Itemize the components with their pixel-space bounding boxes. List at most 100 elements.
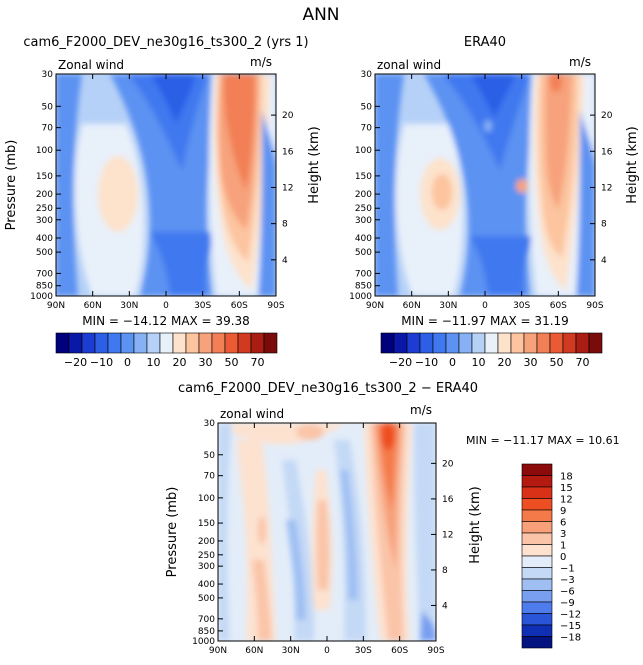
height-tick-label: 12 bbox=[282, 183, 293, 193]
polar-south bbox=[576, 110, 595, 296]
colorbar-swatch bbox=[521, 544, 553, 557]
colorbar-swatch bbox=[159, 332, 174, 354]
x-tick-label: 30N bbox=[120, 301, 138, 311]
ne-jet-core bbox=[98, 156, 138, 232]
colorbar-swatch bbox=[521, 636, 553, 649]
y-tick-label: 200 bbox=[355, 190, 372, 200]
easterly-lower bbox=[150, 232, 214, 296]
y-tick-label: 850 bbox=[355, 282, 372, 292]
height-tick-label: 20 bbox=[601, 111, 613, 121]
panel-difference-ylabel: Pressure (mb) bbox=[165, 487, 180, 578]
y-tick-label: 400 bbox=[198, 580, 215, 590]
colorbar-swatch bbox=[521, 532, 553, 545]
colorbar-swatch bbox=[521, 624, 553, 637]
colorbar-swatch bbox=[521, 475, 553, 488]
easterly-core-darker bbox=[470, 74, 516, 118]
colorbar-tick-label: 30 bbox=[199, 356, 213, 369]
colorbar-swatch bbox=[458, 332, 473, 354]
colorbar-swatch bbox=[107, 332, 122, 354]
panel-difference-variable: zonal wind bbox=[220, 407, 284, 421]
colorbar-swatch bbox=[224, 332, 239, 354]
x-tick-label: 0 bbox=[324, 646, 330, 656]
colorbar-tick-label: 6 bbox=[560, 518, 566, 529]
colorbar-tick-label: 10 bbox=[472, 356, 486, 369]
y-tick-label: 850 bbox=[36, 282, 53, 292]
panel-model-title: cam6_F2000_DEV_ne30g16_ts300_2 (yrs 1) bbox=[23, 35, 308, 50]
x-tick-label: 30S bbox=[355, 646, 372, 656]
height-tick-label: 16 bbox=[442, 495, 454, 505]
y-tick-label: 1000 bbox=[349, 292, 372, 302]
y-tick-label: 30 bbox=[204, 419, 216, 429]
colorbar-tick-label: −3 bbox=[560, 575, 575, 586]
panel-difference-field bbox=[218, 423, 436, 641]
y-tick-label: 700 bbox=[36, 269, 53, 279]
colorbar-swatch bbox=[419, 332, 434, 354]
height-tick-label: 16 bbox=[282, 147, 294, 157]
y-tick-label: 400 bbox=[355, 234, 372, 244]
y-tick-label: 200 bbox=[198, 537, 215, 547]
colorbar-tick-label: 20 bbox=[498, 356, 512, 369]
neg-polar-corner bbox=[420, 610, 436, 641]
colorbar-tick-label: 18 bbox=[560, 472, 573, 483]
y-tick-label: 300 bbox=[198, 562, 215, 572]
colorbar-tick-label: −20 bbox=[389, 356, 412, 369]
easterly-left bbox=[375, 74, 404, 296]
y-tick-label: 500 bbox=[36, 248, 53, 258]
x-tick-label: 60S bbox=[231, 301, 248, 311]
colorbar-swatch bbox=[521, 601, 553, 614]
neg-right-core bbox=[340, 470, 358, 600]
x-tick-label: 90N bbox=[366, 301, 384, 311]
colorbar-swatch bbox=[521, 521, 553, 534]
colorbar-swatch bbox=[406, 332, 421, 354]
colorbar-swatch bbox=[521, 555, 553, 568]
x-tick-label: 0 bbox=[163, 301, 169, 311]
panel-observations-ylabel-right: Height (km) bbox=[625, 126, 640, 203]
colorbar-tick-label: −10 bbox=[90, 356, 113, 369]
height-tick-label: 8 bbox=[442, 566, 448, 576]
colorbar-tick-label: −10 bbox=[415, 356, 438, 369]
panel-model-ylabel: Pressure (mb) bbox=[4, 140, 19, 231]
colorbar-tick-label: 1 bbox=[560, 541, 566, 552]
x-tick-label: 30S bbox=[194, 301, 211, 311]
pos-sh-12 bbox=[381, 423, 395, 450]
x-tick-label: 90S bbox=[427, 646, 444, 656]
colorbar-tick-label: 0 bbox=[560, 552, 566, 563]
x-tick-label: 60N bbox=[245, 646, 263, 656]
colorbar-tick-label: 0 bbox=[124, 356, 131, 369]
colorbar-swatch bbox=[521, 498, 553, 511]
y-tick-label: 250 bbox=[198, 551, 215, 561]
figure-title: ANN bbox=[302, 5, 339, 25]
colorbar-tick-label: 50 bbox=[550, 356, 564, 369]
x-tick-label: 90N bbox=[47, 301, 65, 311]
neg-mid-left-core bbox=[286, 520, 306, 620]
pos-top-core bbox=[296, 424, 324, 440]
y-tick-label: 500 bbox=[198, 594, 215, 604]
y-tick-label: 50 bbox=[361, 102, 373, 112]
y-tick-label: 150 bbox=[36, 172, 53, 182]
colorbar-swatch bbox=[521, 463, 553, 476]
x-tick-label: 90S bbox=[586, 301, 603, 311]
y-tick-label: 500 bbox=[355, 248, 372, 258]
easterly-lower bbox=[470, 236, 532, 296]
colorbar-swatch bbox=[185, 332, 200, 354]
y-tick-label: 400 bbox=[36, 234, 53, 244]
y-tick-label: 250 bbox=[355, 204, 372, 214]
height-tick-label: 4 bbox=[601, 256, 607, 266]
sh-jet-30 bbox=[224, 74, 255, 190]
colorbar-tick-label: 70 bbox=[251, 356, 265, 369]
colorbar-swatch bbox=[562, 332, 577, 354]
colorbar-swatch bbox=[497, 332, 512, 354]
colorbar-swatch bbox=[55, 332, 70, 354]
panel-observations-field bbox=[375, 74, 595, 296]
x-tick-label: 30N bbox=[439, 301, 457, 311]
colorbar-swatch bbox=[263, 332, 278, 354]
colorbar-swatch bbox=[81, 332, 96, 354]
y-tick-label: 300 bbox=[36, 216, 53, 226]
x-tick-label: 60N bbox=[84, 301, 102, 311]
colorbar-swatch bbox=[575, 332, 590, 354]
colorbar-swatch bbox=[521, 590, 553, 603]
colorbar-tick-label: 3 bbox=[560, 529, 566, 540]
easterly-left bbox=[56, 74, 82, 296]
